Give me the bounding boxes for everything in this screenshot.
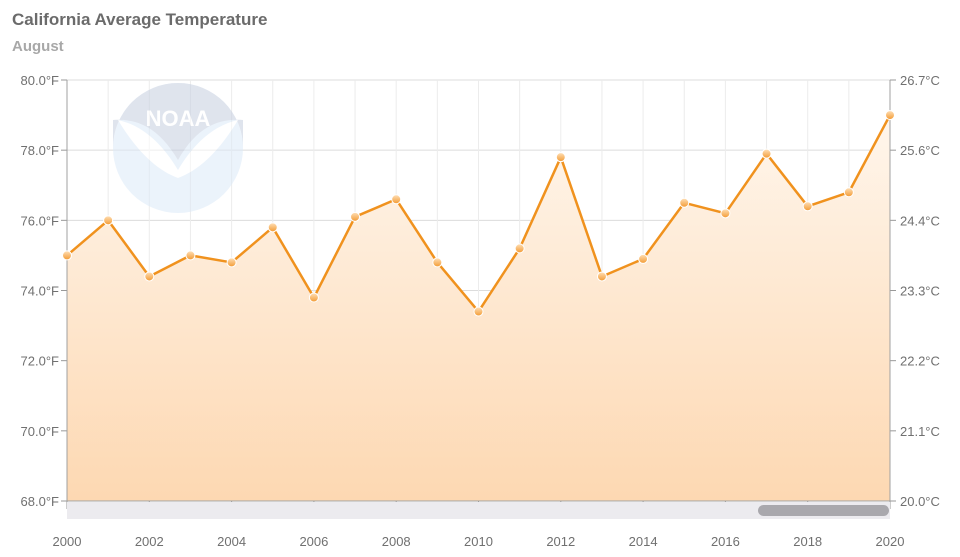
x-tick-label: 2012 xyxy=(546,534,575,549)
y-tick-label-right: 22.2°C xyxy=(900,354,940,369)
x-tick-label: 2010 xyxy=(464,534,493,549)
x-tick-label: 2002 xyxy=(135,534,164,549)
y-tick-label-right: 23.3°C xyxy=(900,284,940,299)
noaa-logo-watermark: NOAA xyxy=(113,83,243,213)
y-tick-label-left: 74.0°F xyxy=(21,284,60,299)
y-tick-label-right: 25.6°C xyxy=(900,143,940,158)
data-point-2008[interactable] xyxy=(391,194,402,205)
x-tick-label: 2000 xyxy=(53,534,82,549)
data-point-2016[interactable] xyxy=(720,208,731,219)
data-point-2004[interactable] xyxy=(226,257,237,268)
x-tick-label: 2006 xyxy=(299,534,328,549)
chart-title: California Average Temperature xyxy=(12,10,268,29)
data-point-2013[interactable] xyxy=(596,271,607,282)
data-point-2001[interactable] xyxy=(103,215,114,226)
data-point-2007[interactable] xyxy=(350,211,361,222)
y-tick-label-right: 26.7°C xyxy=(900,73,940,88)
data-point-2011[interactable] xyxy=(514,243,525,254)
x-tick-label: 2016 xyxy=(711,534,740,549)
y-tick-label-left: 78.0°F xyxy=(21,143,60,158)
data-point-2015[interactable] xyxy=(679,197,690,208)
data-point-2014[interactable] xyxy=(638,253,649,264)
x-tick-label: 2018 xyxy=(793,534,822,549)
x-tick-label: 2008 xyxy=(382,534,411,549)
y-tick-label-left: 80.0°F xyxy=(21,73,60,88)
chart-subtitle: August xyxy=(12,38,64,55)
y-tick-label-right: 20.0°C xyxy=(900,494,940,509)
data-point-2005[interactable] xyxy=(267,222,278,233)
data-point-2010[interactable] xyxy=(473,306,484,317)
data-point-2017[interactable] xyxy=(761,148,772,159)
data-point-2020[interactable] xyxy=(885,110,895,121)
data-point-2018[interactable] xyxy=(802,201,813,212)
y-tick-label-left: 76.0°F xyxy=(21,213,60,228)
series-area-fill xyxy=(67,115,890,501)
y-tick-label-right: 24.4°C xyxy=(900,213,940,228)
noaa-logo-text: NOAA xyxy=(146,106,211,131)
scrollbar-thumb[interactable] xyxy=(758,505,889,516)
data-point-2019[interactable] xyxy=(843,187,854,198)
data-point-2009[interactable] xyxy=(432,257,443,268)
y-tick-label-left: 72.0°F xyxy=(21,354,60,369)
data-point-2002[interactable] xyxy=(144,271,155,282)
data-point-2012[interactable] xyxy=(555,152,566,163)
data-point-2006[interactable] xyxy=(308,292,319,303)
y-tick-label-left: 68.0°F xyxy=(21,494,60,509)
x-tick-label: 2004 xyxy=(217,534,246,549)
x-tick-label: 2014 xyxy=(629,534,658,549)
data-point-2000[interactable] xyxy=(62,250,72,261)
scrollbar-track[interactable] xyxy=(67,502,890,519)
y-tick-label-right: 21.1°C xyxy=(900,424,940,439)
x-tick-label: 2020 xyxy=(876,534,905,549)
data-point-2003[interactable] xyxy=(185,250,196,261)
y-tick-label-left: 70.0°F xyxy=(21,424,60,439)
